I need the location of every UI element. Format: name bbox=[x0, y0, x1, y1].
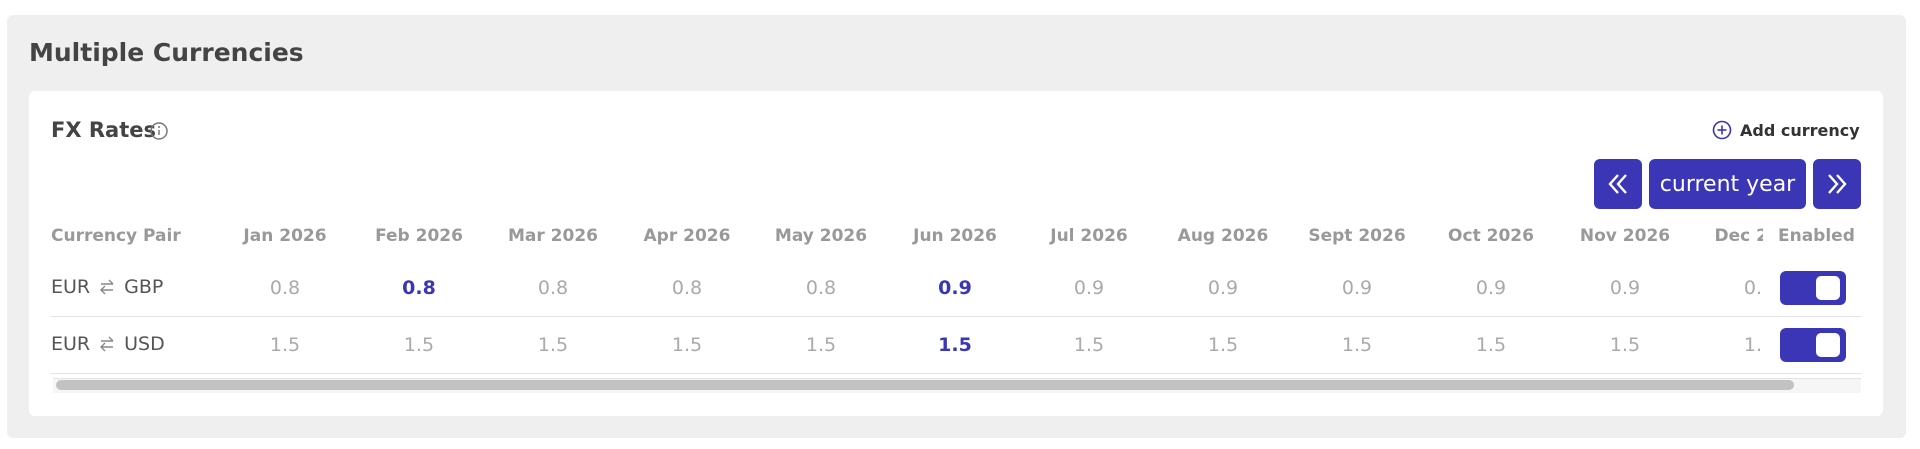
currency-pair: EUR USD bbox=[51, 333, 165, 355]
rate-value: 1.5 bbox=[1475, 334, 1507, 356]
double-left-icon bbox=[1608, 174, 1627, 194]
month-header: Oct 2026 bbox=[1448, 226, 1534, 246]
toggle-knob bbox=[1816, 333, 1840, 357]
rate-value: 1.5 bbox=[1073, 334, 1105, 356]
base-currency: EUR bbox=[51, 276, 91, 298]
rate-value: 0.9 bbox=[1207, 277, 1239, 299]
month-header: Dec 2026 bbox=[1714, 226, 1763, 246]
month-header: May 2026 bbox=[774, 226, 868, 246]
quote-currency: GBP bbox=[124, 276, 164, 298]
add-currency-button[interactable]: Add currency bbox=[1712, 120, 1860, 140]
rate-value: 0.8 bbox=[671, 277, 703, 299]
previous-button[interactable] bbox=[1594, 159, 1642, 209]
month-header: Jul 2026 bbox=[1050, 226, 1128, 246]
info-icon[interactable] bbox=[149, 121, 169, 141]
rate-value: 0.8 bbox=[269, 277, 301, 299]
swap-icon bbox=[100, 279, 114, 295]
rate-value: 1.5 bbox=[537, 334, 569, 356]
month-header: Apr 2026 bbox=[643, 226, 731, 246]
rate-value: 0.9 bbox=[1609, 277, 1641, 299]
month-header: Jan 2026 bbox=[243, 226, 327, 246]
swap-icon bbox=[100, 336, 114, 352]
rate-value: 1.5 bbox=[805, 334, 837, 356]
month-header: Nov 2026 bbox=[1579, 226, 1671, 246]
rate-value: 0.8 bbox=[402, 277, 436, 299]
month-header: Feb 2026 bbox=[375, 226, 463, 246]
card-title: FX Rates bbox=[51, 118, 156, 142]
row-separator bbox=[51, 316, 1861, 317]
double-right-icon bbox=[1828, 174, 1847, 194]
pair-header: Currency Pair bbox=[51, 226, 181, 246]
toggle-knob bbox=[1816, 276, 1840, 300]
rate-value: 1.5 bbox=[403, 334, 435, 356]
rate-value: 0.8 bbox=[805, 277, 837, 299]
add-currency-label: Add currency bbox=[1740, 120, 1860, 140]
rate-value: 1.5 bbox=[1207, 334, 1239, 356]
rate-value: 0.8 bbox=[537, 277, 569, 299]
plus-icon bbox=[1712, 120, 1732, 140]
rate-value: 1.5 bbox=[269, 334, 301, 356]
next-button[interactable] bbox=[1813, 159, 1861, 209]
panel-title: Multiple Currencies bbox=[29, 38, 304, 67]
rate-value: 0.9 bbox=[938, 277, 972, 299]
rate-value: 0.9 bbox=[1073, 277, 1105, 299]
rate-value: 0.9 bbox=[1743, 277, 1763, 299]
rate-value: 1.5 bbox=[1341, 334, 1373, 356]
period-button[interactable]: current year bbox=[1649, 159, 1806, 209]
rate-value: 1.5 bbox=[1609, 334, 1641, 356]
enabled-header: Enabled bbox=[1778, 226, 1855, 246]
rate-value: 1.5 bbox=[671, 334, 703, 356]
month-header: Sept 2026 bbox=[1308, 226, 1406, 246]
row-separator bbox=[51, 373, 1861, 374]
month-header: Mar 2026 bbox=[507, 226, 599, 246]
rate-value: 0.9 bbox=[1341, 277, 1373, 299]
enabled-toggle[interactable] bbox=[1780, 328, 1846, 362]
quote-currency: USD bbox=[124, 333, 165, 355]
scroll-thumb[interactable] bbox=[56, 380, 1794, 390]
card bbox=[29, 91, 1883, 416]
rate-value: 1.5 bbox=[1743, 334, 1763, 356]
base-currency: EUR bbox=[51, 333, 91, 355]
rate-value: 1.5 bbox=[938, 334, 972, 356]
currency-pair: EUR GBP bbox=[51, 276, 163, 298]
month-header: Jun 2026 bbox=[913, 226, 997, 246]
rate-value: 0.9 bbox=[1475, 277, 1507, 299]
enabled-toggle[interactable] bbox=[1780, 271, 1846, 305]
months-area: Jan 2026 Feb 2026 Mar 2026 Apr 2026 May 2026… bbox=[200, 220, 1763, 370]
month-header: Aug 2026 bbox=[1177, 226, 1269, 246]
